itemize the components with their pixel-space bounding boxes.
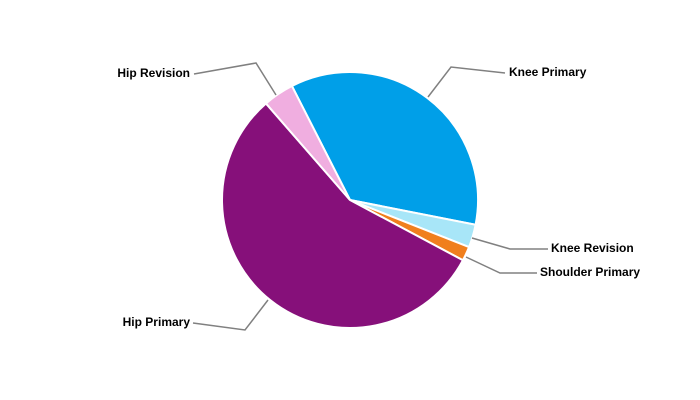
- leader-line: [465, 256, 537, 274]
- slice-label: Shoulder Primary: [540, 265, 640, 279]
- slice-label: Knee Revision: [551, 241, 634, 255]
- leader-line: [471, 237, 548, 250]
- leader-line: [193, 62, 277, 96]
- pie-slice: [221, 102, 465, 329]
- leader-line: [427, 66, 506, 98]
- leader-line: [192, 299, 269, 331]
- pie-slice: [264, 84, 351, 201]
- slice-label: Hip Primary: [123, 315, 191, 329]
- slice-label: Knee Primary: [509, 65, 587, 79]
- pie-slice: [290, 71, 479, 226]
- slice-label: Hip Revision: [117, 66, 190, 80]
